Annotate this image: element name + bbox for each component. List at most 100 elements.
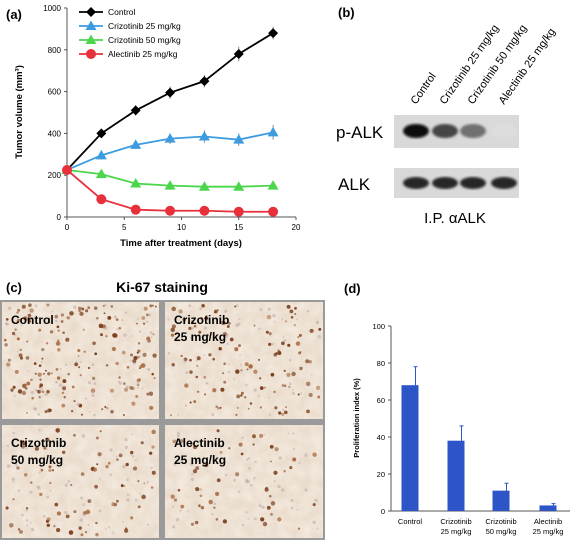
stained-nucleus xyxy=(312,452,317,457)
stained-nucleus xyxy=(78,306,82,310)
unstained-nucleus xyxy=(195,522,198,525)
stained-nucleus xyxy=(216,429,220,433)
unstained-nucleus xyxy=(273,480,276,483)
ki67-tile-sublabel: 25 mg/kg xyxy=(174,453,226,467)
ki67-tile-label: Alectinib xyxy=(174,436,225,450)
unstained-nucleus xyxy=(64,510,68,515)
stained-nucleus xyxy=(62,386,67,391)
stained-nucleus xyxy=(92,376,96,380)
unstained-nucleus xyxy=(112,531,115,534)
stained-nucleus xyxy=(49,330,54,334)
unstained-nucleus xyxy=(14,334,17,337)
stained-nucleus xyxy=(182,317,187,322)
stained-nucleus xyxy=(30,378,33,382)
unstained-nucleus xyxy=(292,447,295,450)
unstained-nucleus xyxy=(64,483,68,487)
stained-nucleus xyxy=(63,396,66,399)
stained-nucleus xyxy=(201,304,205,308)
stained-nucleus xyxy=(266,314,272,320)
unstained-nucleus xyxy=(34,407,37,411)
stained-nucleus xyxy=(281,383,285,387)
tumor-volume-chart: 0 200 400 600 800 1000 0 5 10 15 20 Tumor volume … xyxy=(14,4,301,249)
stained-nucleus xyxy=(240,391,244,395)
data-point xyxy=(130,139,142,149)
unstained-nucleus xyxy=(122,521,125,523)
unstained-nucleus xyxy=(191,326,195,330)
stained-nucleus xyxy=(80,533,84,537)
stained-nucleus xyxy=(61,403,66,408)
unstained-nucleus xyxy=(131,455,135,458)
stained-nucleus xyxy=(200,316,203,320)
stained-nucleus xyxy=(82,328,85,331)
stained-nucleus xyxy=(60,313,65,317)
bar xyxy=(447,440,465,511)
stained-nucleus xyxy=(297,527,301,530)
stained-nucleus xyxy=(265,330,269,334)
stained-nucleus xyxy=(126,365,130,369)
stained-nucleus xyxy=(137,480,140,483)
ki67-tile-label: Crizotinib xyxy=(174,313,229,327)
stained-nucleus xyxy=(235,369,240,374)
stained-nucleus xyxy=(180,504,185,509)
stained-nucleus xyxy=(240,452,244,456)
stained-nucleus xyxy=(18,353,23,358)
bar xyxy=(492,490,510,511)
unstained-nucleus xyxy=(224,473,228,477)
stained-nucleus xyxy=(80,413,83,416)
unstained-nucleus xyxy=(180,444,183,447)
stained-nucleus xyxy=(95,436,99,440)
stained-nucleus xyxy=(16,337,20,341)
stained-nucleus xyxy=(111,346,117,352)
stained-nucleus xyxy=(93,306,98,310)
unstained-nucleus xyxy=(292,432,295,435)
ki67-tile-3: Crizotinib 50 mg/kg xyxy=(2,425,159,538)
unstained-nucleus xyxy=(304,453,308,457)
unstained-nucleus xyxy=(12,480,15,483)
blot-row-label-p-alk: p-ALK xyxy=(336,123,384,142)
stained-nucleus xyxy=(234,347,239,352)
unstained-nucleus xyxy=(42,514,46,518)
stained-nucleus xyxy=(54,502,59,507)
bar-y-tick-label: 60 xyxy=(377,396,385,405)
stained-nucleus xyxy=(217,406,220,410)
stained-nucleus xyxy=(289,466,293,470)
data-point xyxy=(267,126,279,137)
unstained-nucleus xyxy=(199,488,203,492)
y-tick-label: 1000 xyxy=(43,4,61,13)
unstained-nucleus xyxy=(283,339,287,343)
stained-nucleus xyxy=(57,329,61,332)
stained-nucleus xyxy=(87,366,91,370)
stained-nucleus xyxy=(196,390,200,394)
stained-nucleus xyxy=(39,492,43,497)
stained-nucleus xyxy=(227,321,231,325)
unstained-nucleus xyxy=(247,518,250,520)
unstained-nucleus xyxy=(287,432,290,435)
unstained-nucleus xyxy=(227,333,230,336)
stained-nucleus xyxy=(70,409,74,413)
legend: Control Crizotinib 25 mg/kg Crizotinib 50 … xyxy=(79,7,181,59)
unstained-nucleus xyxy=(176,431,180,435)
data-point xyxy=(233,134,245,144)
blot-band xyxy=(491,124,517,138)
stained-nucleus xyxy=(5,506,9,510)
unstained-nucleus xyxy=(253,388,257,392)
unstained-nucleus xyxy=(76,402,80,407)
unstained-nucleus xyxy=(136,386,139,389)
stained-nucleus xyxy=(297,393,300,396)
unstained-nucleus xyxy=(288,385,292,389)
stained-nucleus xyxy=(92,341,96,346)
unstained-nucleus xyxy=(98,509,102,513)
stained-nucleus xyxy=(90,388,96,393)
unstained-nucleus xyxy=(79,361,82,364)
unstained-nucleus xyxy=(15,463,18,467)
ki67-tile-1: Control xyxy=(2,302,159,419)
stained-nucleus xyxy=(101,408,104,411)
stained-nucleus xyxy=(10,388,14,392)
unstained-nucleus xyxy=(47,444,50,447)
stained-nucleus xyxy=(123,382,126,385)
unstained-nucleus xyxy=(239,354,241,356)
stained-nucleus xyxy=(18,318,21,321)
stained-nucleus xyxy=(226,325,230,328)
stained-nucleus xyxy=(12,498,15,501)
